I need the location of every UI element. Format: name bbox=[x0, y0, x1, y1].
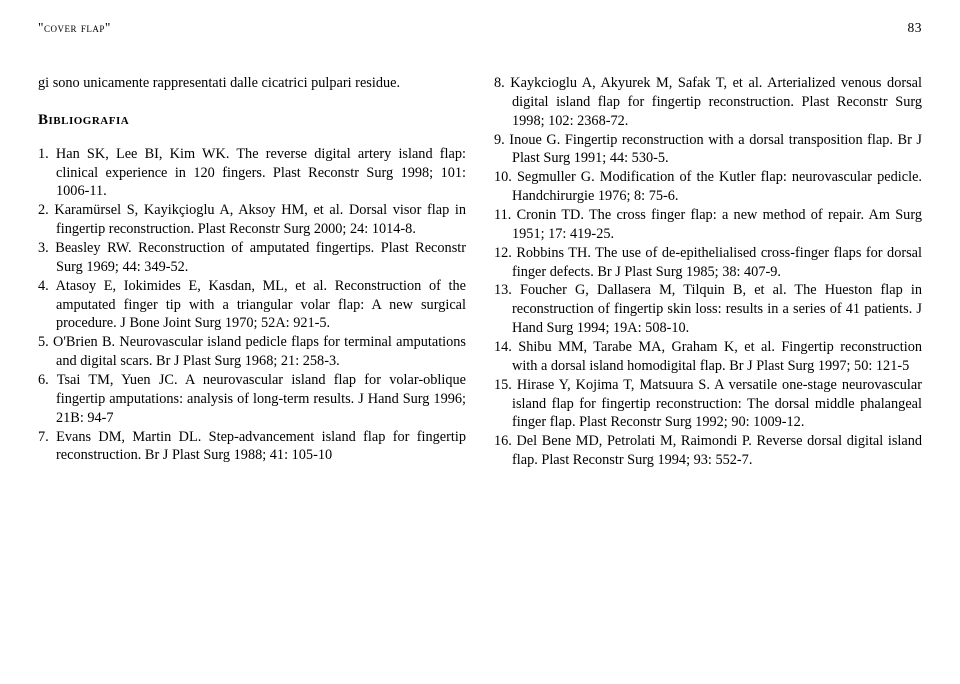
reference-item: 9. Inoue G. Fingertip reconstruction wit… bbox=[494, 131, 922, 169]
bibliography-heading: Bibliografia bbox=[38, 111, 466, 131]
page-number: 83 bbox=[908, 20, 923, 36]
reference-item: 13. Foucher G, Dallasera M, Tilquin B, e… bbox=[494, 281, 922, 338]
reference-item: 11. Cronin TD. The cross finger flap: a … bbox=[494, 206, 922, 244]
right-column: 8. Kaykcioglu A, Akyurek M, Safak T, et … bbox=[494, 74, 922, 470]
reference-item: 2. Karamürsel S, Kayikçioglu A, Aksoy HM… bbox=[38, 201, 466, 239]
reference-item: 14. Shibu MM, Tarabe MA, Graham K, et al… bbox=[494, 338, 922, 376]
running-header: "cover flap" 83 bbox=[38, 20, 922, 36]
reference-item: 1. Han SK, Lee BI, Kim WK. The reverse d… bbox=[38, 145, 466, 202]
header-left: "cover flap" bbox=[38, 20, 111, 36]
reference-item: 10. Segmuller G. Modification of the Kut… bbox=[494, 168, 922, 206]
reference-item: 3. Beasley RW. Reconstruction of amputat… bbox=[38, 239, 466, 277]
reference-item: 5. O'Brien B. Neurovascular island pedic… bbox=[38, 333, 466, 371]
intro-text: gi sono unicamente rappresentati dalle c… bbox=[38, 74, 466, 93]
reference-item: 15. Hirase Y, Kojima T, Matsuura S. A ve… bbox=[494, 376, 922, 433]
reference-item: 6. Tsai TM, Yuen JC. A neurovascular isl… bbox=[38, 371, 466, 428]
left-column: gi sono unicamente rappresentati dalle c… bbox=[38, 74, 466, 470]
two-column-layout: gi sono unicamente rappresentati dalle c… bbox=[38, 74, 922, 470]
reference-item: 4. Atasoy E, Iokimides E, Kasdan, ML, et… bbox=[38, 277, 466, 334]
reference-item: 16. Del Bene MD, Petrolati M, Raimondi P… bbox=[494, 432, 922, 470]
reference-item: 12. Robbins TH. The use of de-epithelial… bbox=[494, 244, 922, 282]
reference-item: 8. Kaykcioglu A, Akyurek M, Safak T, et … bbox=[494, 74, 922, 131]
reference-item: 7. Evans DM, Martin DL. Step-advancement… bbox=[38, 428, 466, 466]
page-container: "cover flap" 83 gi sono unicamente rappr… bbox=[0, 0, 960, 470]
